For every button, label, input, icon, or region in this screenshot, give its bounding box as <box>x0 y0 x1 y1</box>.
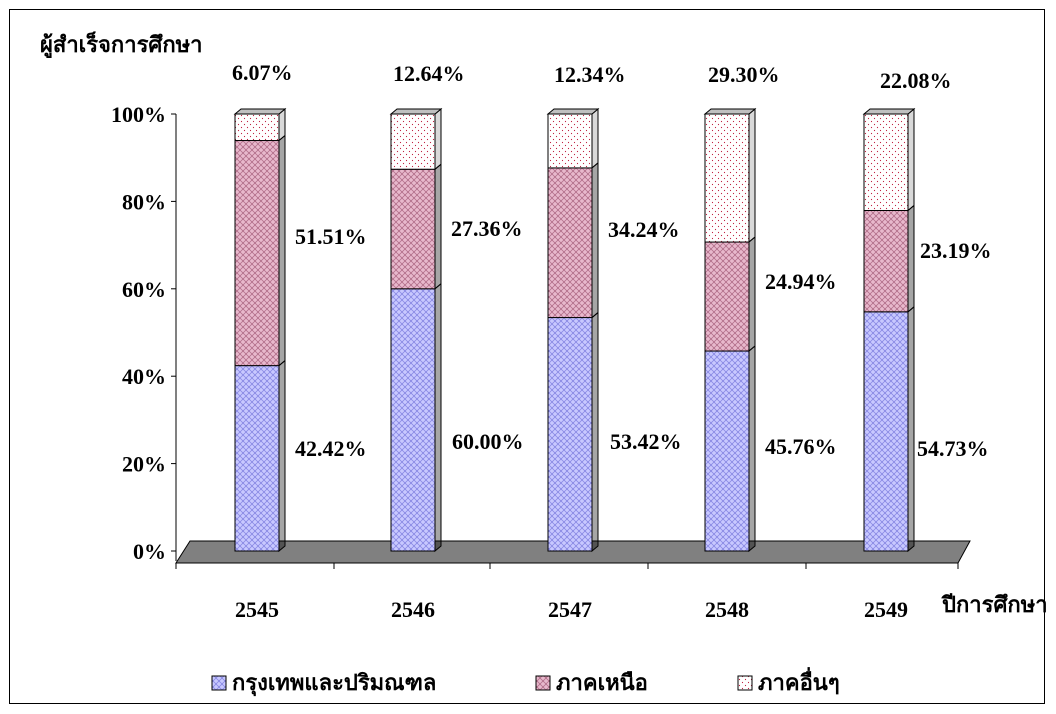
data-label: 34.24% <box>608 217 680 242</box>
bar-segment <box>547 317 593 552</box>
bar-segment <box>704 350 750 552</box>
bar-segment <box>390 113 436 170</box>
legend-label: ภาคอื่นๆ <box>758 666 840 695</box>
bar-segment <box>234 113 280 142</box>
x-tick-label: 2549 <box>864 597 908 622</box>
y-tick-label: 80% <box>122 189 166 214</box>
bar-side <box>278 359 286 553</box>
bar-segment <box>863 113 909 211</box>
legend-label: กรุงเทพและปริมณฑล <box>232 670 436 697</box>
data-label: 51.51% <box>295 224 367 249</box>
bar-side <box>434 282 442 553</box>
y-axis-title: ผู้สำเร็จการศึกษา <box>40 30 203 59</box>
y-tick-label: 60% <box>122 277 166 302</box>
bar-side <box>907 107 915 212</box>
legend-swatch <box>737 675 753 691</box>
bar-top <box>546 108 600 115</box>
bar-side <box>907 204 915 313</box>
bar-segment <box>704 113 750 243</box>
bar-side <box>278 134 286 367</box>
data-label: 54.73% <box>917 436 989 461</box>
y-tick-label: 20% <box>122 452 166 477</box>
bar-segment <box>234 140 280 367</box>
data-label: 42.42% <box>295 436 367 461</box>
x-tick-label: 2546 <box>391 597 435 622</box>
bar-side <box>591 107 599 169</box>
legend-swatch <box>211 675 227 691</box>
x-tick-label: 2547 <box>548 597 592 622</box>
data-label: 53.42% <box>610 429 682 454</box>
x-axis-title: ปีการศึกษา <box>941 592 1048 617</box>
bar-top <box>233 108 287 115</box>
bar-top <box>862 108 916 115</box>
bar-segment <box>234 365 280 552</box>
data-label: 12.34% <box>554 62 626 87</box>
bar-side <box>748 107 756 244</box>
bar-side <box>591 311 599 553</box>
data-label: 27.36% <box>451 216 523 241</box>
data-label: 6.07% <box>232 60 293 85</box>
data-label: 29.30% <box>708 62 780 87</box>
bar-segment <box>547 167 593 319</box>
bar-segment <box>863 311 909 552</box>
bar-side <box>748 235 756 353</box>
bar-side <box>907 305 915 553</box>
legend-label: ภาคเหนือ <box>556 670 648 695</box>
bar-side <box>434 163 442 290</box>
data-label: 23.19% <box>920 238 992 263</box>
bar-segment <box>547 113 593 169</box>
y-tick-label: 40% <box>122 364 166 389</box>
bar-side <box>434 107 442 171</box>
data-label: 45.76% <box>765 434 837 459</box>
bar-top <box>389 108 443 115</box>
x-tick-label: 2545 <box>235 597 279 622</box>
y-tick-label: 0% <box>133 539 166 564</box>
data-label: 12.64% <box>393 61 465 86</box>
data-label: 60.00% <box>452 429 524 454</box>
x-tick-label: 2548 <box>705 597 749 622</box>
bar-segment <box>863 209 909 313</box>
y-tick-label: 100% <box>111 102 166 127</box>
bar-side <box>591 161 599 319</box>
legend-swatch <box>535 675 551 691</box>
data-label: 22.08% <box>880 68 952 93</box>
data-label: 24.94% <box>765 269 837 294</box>
bar-segment <box>390 168 436 290</box>
bar-segment <box>390 288 436 552</box>
bar-side <box>748 344 756 553</box>
bar-segment <box>704 241 750 352</box>
bar-top <box>703 108 757 115</box>
